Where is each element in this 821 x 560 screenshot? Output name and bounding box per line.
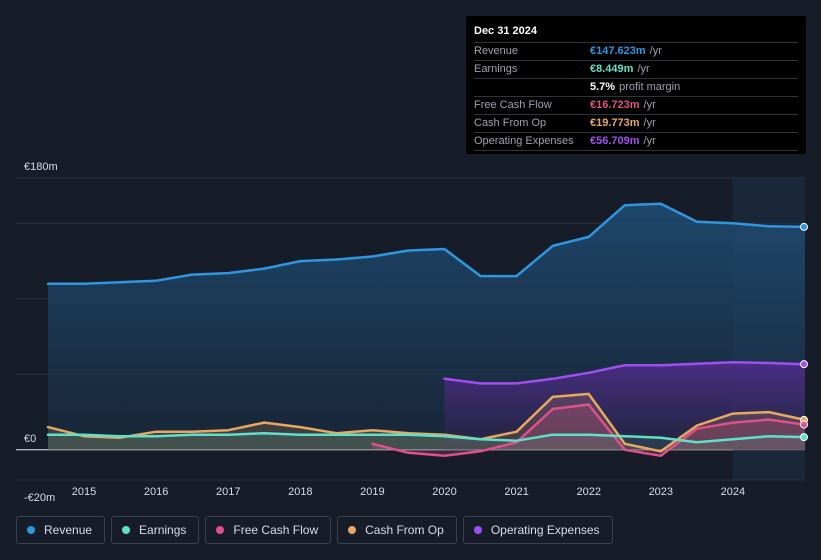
free-cash-flow-dot-icon <box>216 526 225 534</box>
tooltip-unit: /yr <box>643 99 656 111</box>
tooltip-unit: profit margin <box>619 81 681 93</box>
tooltip-value: 5.7% <box>590 81 616 93</box>
tooltip-panel: Dec 31 2024 Revenue €147.623m /yr Earnin… <box>466 16 806 154</box>
tooltip-label: Revenue <box>474 45 519 57</box>
tooltip-value: €56.709m <box>590 135 640 147</box>
operating-expenses-area <box>444 362 805 450</box>
revenue-end-marker <box>800 222 808 231</box>
tooltip-label: Operating Expenses <box>474 135 574 147</box>
tooltip-row-earnings: Earnings €8.449m /yr <box>474 61 798 79</box>
tooltip-value: €147.623m <box>590 45 646 57</box>
legend-item-cash-from-op[interactable]: Cash From Op <box>337 516 457 544</box>
cash-from-op-dot-icon <box>348 526 357 534</box>
legend-item-free-cash-flow[interactable]: Free Cash Flow <box>205 516 332 544</box>
earnings-end-marker <box>800 433 808 442</box>
tooltip-row-fcf: Free Cash Flow €16.723m /yr <box>474 97 798 115</box>
x-tick-label: 2015 <box>72 486 96 498</box>
tooltip-value: €16.723m <box>590 99 640 111</box>
y-tick-label: €180m <box>24 161 58 173</box>
free-cash-flow-line <box>371 403 807 458</box>
tooltip-unit: /yr <box>637 63 650 75</box>
x-tick-label: 2018 <box>288 486 312 498</box>
x-tick-label: 2019 <box>360 486 384 498</box>
tooltip-value: €8.449m <box>590 63 634 75</box>
x-tick-label: 2022 <box>576 486 600 498</box>
tooltip-label: Free Cash Flow <box>474 99 552 111</box>
x-tick-label: 2021 <box>504 486 528 498</box>
tooltip-label <box>474 79 590 96</box>
tooltip-unit: /yr <box>649 45 662 57</box>
x-tick-label: 2023 <box>649 486 673 498</box>
legend-item-operating-expenses[interactable]: Operating Expenses <box>462 516 613 544</box>
x-tick-label: 2017 <box>216 486 240 498</box>
tooltip-row-opex: Operating Expenses €56.709m /yr <box>474 133 798 151</box>
x-tick-label: 2016 <box>144 486 168 498</box>
y-tick-label: €0 <box>24 433 36 445</box>
free-cash-flow-end-marker <box>800 420 808 429</box>
x-tick-label: 2020 <box>432 486 456 498</box>
operating-expenses-line <box>443 360 807 385</box>
tooltip-label: Earnings <box>474 63 518 75</box>
revenue-dot-icon <box>27 526 35 534</box>
earnings-line <box>46 431 807 444</box>
legend: Revenue Earnings Free Cash Flow Cash Fro… <box>16 516 613 546</box>
tooltip-unit: /yr <box>643 135 656 147</box>
legend-item-revenue[interactable]: Revenue <box>16 516 106 544</box>
tooltip-date: Dec 31 2024 <box>474 24 798 43</box>
cash-from-op-line <box>46 392 807 453</box>
tooltip-row-revenue: Revenue €147.623m /yr <box>474 43 798 61</box>
tooltip-value: €19.773m <box>590 117 640 129</box>
y-tick-label: -€20m <box>24 492 55 504</box>
legend-item-earnings[interactable]: Earnings <box>111 516 200 544</box>
legend-label: Cash From Op <box>365 523 444 537</box>
earnings-dot-icon <box>122 526 131 534</box>
tooltip-label: Cash From Op <box>474 117 547 129</box>
operating-expenses-end-marker <box>800 360 808 369</box>
legend-label: Free Cash Flow <box>233 523 319 537</box>
tooltip-row-margin: 5.7% profit margin <box>474 79 798 97</box>
x-tick-label: 2024 <box>721 486 745 498</box>
tooltip-unit: /yr <box>643 117 656 129</box>
operating-expenses-dot-icon <box>473 526 482 534</box>
legend-label: Revenue <box>44 523 93 537</box>
revenue-line <box>46 202 807 285</box>
legend-label: Operating Expenses <box>490 523 600 537</box>
legend-label: Earnings <box>139 523 187 537</box>
tooltip-row-cfo: Cash From Op €19.773m /yr <box>474 115 798 133</box>
